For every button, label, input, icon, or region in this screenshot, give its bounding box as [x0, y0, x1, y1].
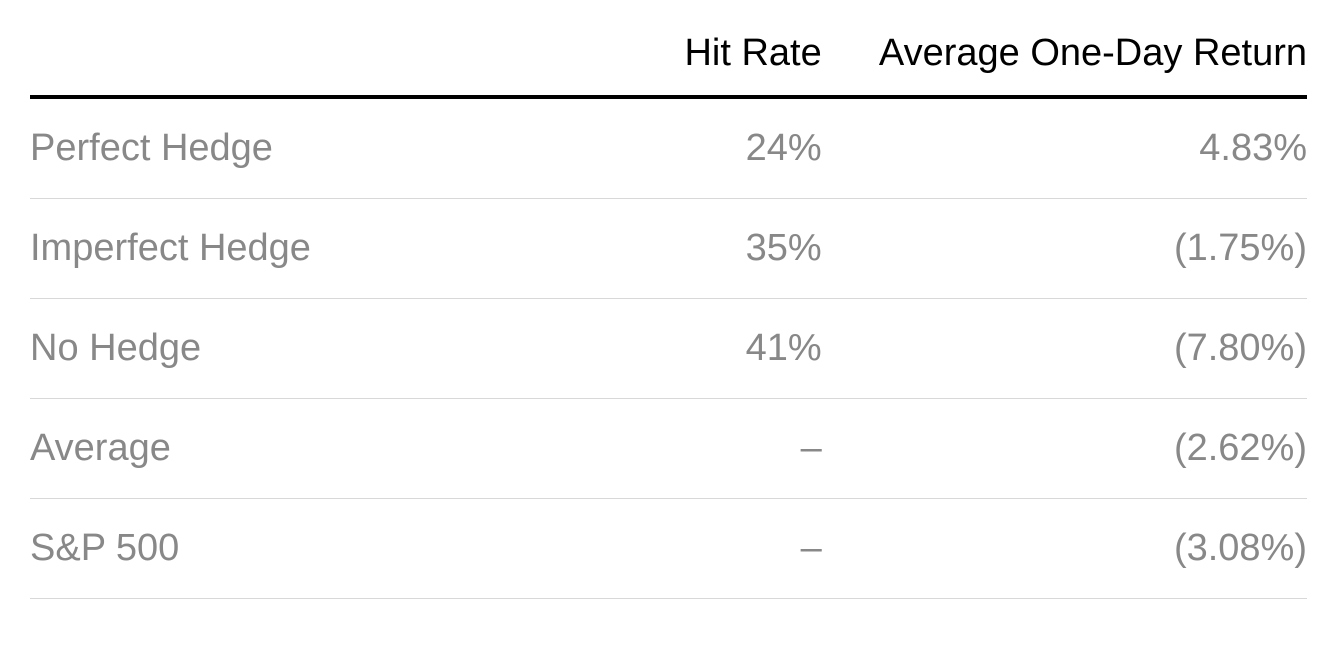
row-avg-return: (7.80%): [822, 299, 1307, 399]
row-label: Perfect Hedge: [30, 97, 515, 199]
row-label: No Hedge: [30, 299, 515, 399]
header-avg-return: Average One-Day Return: [822, 20, 1307, 97]
row-label: S&P 500: [30, 499, 515, 599]
header-hit-rate: Hit Rate: [515, 20, 821, 97]
table-header-row: Hit Rate Average One-Day Return: [30, 20, 1307, 97]
header-blank: [30, 20, 515, 97]
row-label: Imperfect Hedge: [30, 199, 515, 299]
table-row: No Hedge 41% (7.80%): [30, 299, 1307, 399]
row-avg-return: (1.75%): [822, 199, 1307, 299]
hedge-performance-table: Hit Rate Average One-Day Return Perfect …: [30, 20, 1307, 599]
table-row: Imperfect Hedge 35% (1.75%): [30, 199, 1307, 299]
row-hit-rate: 35%: [515, 199, 821, 299]
table-row: Perfect Hedge 24% 4.83%: [30, 97, 1307, 199]
row-hit-rate: –: [515, 499, 821, 599]
row-label: Average: [30, 399, 515, 499]
row-avg-return: 4.83%: [822, 97, 1307, 199]
row-hit-rate: –: [515, 399, 821, 499]
row-avg-return: (3.08%): [822, 499, 1307, 599]
row-avg-return: (2.62%): [822, 399, 1307, 499]
table-row: S&P 500 – (3.08%): [30, 499, 1307, 599]
row-hit-rate: 41%: [515, 299, 821, 399]
row-hit-rate: 24%: [515, 97, 821, 199]
table-row: Average – (2.62%): [30, 399, 1307, 499]
